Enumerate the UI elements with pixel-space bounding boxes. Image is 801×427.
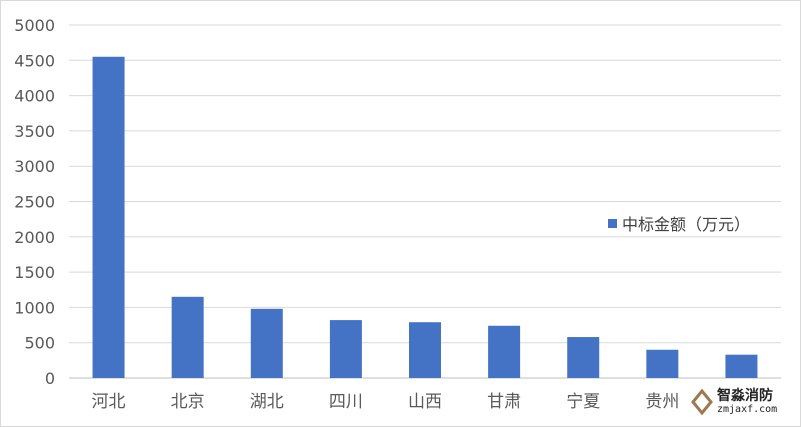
x-tick-label: 甘肃 <box>487 392 521 412</box>
bar <box>171 296 204 378</box>
bar <box>567 337 600 378</box>
y-tick-label: 2500 <box>14 193 55 212</box>
x-tick-label: 山西 <box>408 392 442 412</box>
x-tick-label: 湖北 <box>250 392 284 412</box>
y-tick-label: 1000 <box>14 298 55 317</box>
bar <box>725 354 758 378</box>
watermark-name: 智淼消防 <box>717 388 773 404</box>
y-tick-label: 0 <box>45 369 55 388</box>
x-tick-label: 四川 <box>329 392 363 412</box>
legend-label: 中标金额（万元） <box>622 215 751 234</box>
bar <box>250 308 283 378</box>
logo-icon <box>691 389 713 415</box>
bar <box>329 320 362 378</box>
bar <box>409 322 441 378</box>
watermark-url: zmjaxf.com <box>717 404 778 415</box>
y-tick-label: 1500 <box>14 263 55 282</box>
y-tick-label: 4000 <box>14 87 55 106</box>
legend: 中标金额（万元） <box>608 211 750 235</box>
x-tick-label: 贵州 <box>645 392 679 412</box>
y-tick-label: 3000 <box>14 157 55 176</box>
x-tick-label: 河北 <box>92 392 126 412</box>
y-tick-label: 500 <box>24 334 55 353</box>
y-tick-label: 5000 <box>14 16 55 35</box>
bar <box>92 56 125 379</box>
watermark-logo: 智淼消防 zmjaxf.com <box>691 389 777 415</box>
legend-swatch <box>608 218 617 228</box>
y-tick-label: 3500 <box>14 122 55 141</box>
y-tick-label: 2000 <box>14 228 55 247</box>
bar <box>488 325 521 378</box>
x-tick-label: 北京 <box>171 392 205 412</box>
x-tick-label: 宁夏 <box>566 392 600 412</box>
y-tick-label: 4500 <box>14 51 55 70</box>
bar <box>646 349 679 378</box>
